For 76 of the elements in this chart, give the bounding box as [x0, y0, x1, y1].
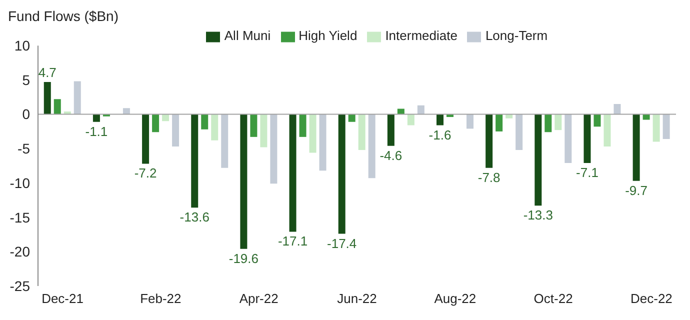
bar: [319, 114, 326, 171]
bar: [54, 99, 61, 114]
x-tick-label: Aug-22: [434, 291, 476, 306]
x-tick-label: Dec-22: [630, 291, 672, 306]
bar: [240, 114, 248, 249]
legend-label: Long-Term: [485, 28, 548, 43]
bar: [191, 114, 198, 208]
data-label: -1.6: [428, 127, 452, 142]
bar: [652, 114, 660, 142]
x-tick-label: Oct-22: [534, 291, 573, 306]
data-label: -7.1: [576, 165, 598, 180]
bar: [44, 82, 51, 114]
bar: [486, 114, 493, 168]
bar: [594, 114, 601, 127]
data-label: -13.6: [180, 210, 210, 225]
bar: [201, 114, 208, 130]
bar: [417, 105, 424, 114]
y-tick-label: -25: [10, 278, 30, 294]
y-tick-label: -15: [10, 209, 30, 226]
legend-label: All Muni: [224, 28, 271, 43]
bar: [642, 114, 650, 120]
x-tick-label: Dec-21: [42, 291, 84, 306]
bar: [436, 114, 444, 126]
data-label: -4.6: [380, 148, 402, 163]
bar: [632, 114, 640, 181]
x-tick-label: Feb-22: [140, 291, 182, 306]
bar: [338, 114, 346, 234]
y-tick-label: 0: [22, 106, 30, 122]
y-tick-label: 5: [22, 72, 30, 88]
bar: [309, 114, 316, 153]
bar: [564, 114, 572, 164]
y-tick-label: -20: [10, 244, 30, 260]
bar: [299, 114, 306, 137]
bar: [614, 104, 621, 114]
bar: [250, 114, 258, 137]
bar: [544, 114, 552, 132]
data-label: -19.6: [228, 250, 259, 266]
data-label: -17.1: [278, 234, 308, 249]
data-label: -17.4: [327, 236, 357, 251]
bar: [152, 114, 160, 132]
data-label: -9.7: [625, 182, 648, 198]
bar: [368, 114, 376, 178]
data-label: -13.3: [523, 208, 553, 223]
bar: [142, 114, 150, 164]
bar: [211, 114, 218, 140]
bar: [260, 114, 268, 148]
bar: [289, 114, 296, 232]
legend-label: High Yield: [298, 28, 358, 43]
bar: [516, 114, 523, 150]
bar: [221, 114, 228, 168]
bar: [662, 114, 670, 139]
bar: [172, 114, 180, 147]
x-tick-label: Jun-22: [337, 291, 377, 306]
y-tick-label: -10: [10, 174, 30, 191]
bar: [397, 108, 404, 114]
bar: [496, 114, 503, 132]
bar: [74, 81, 81, 114]
bar: [534, 114, 542, 206]
data-label: -7.2: [134, 166, 157, 181]
data-label: -1.1: [85, 124, 108, 139]
chart-title: Fund Flows ($Bn): [8, 8, 118, 24]
bar: [584, 114, 591, 164]
bar: [358, 114, 366, 150]
bar: [407, 114, 414, 126]
y-tick-label: 10: [14, 38, 30, 54]
bar: [554, 114, 562, 130]
y-tick-label: -5: [18, 140, 30, 157]
x-tick-label: Apr-22: [239, 291, 278, 306]
bar: [466, 114, 474, 129]
bar: [604, 114, 611, 147]
bar: [122, 108, 130, 114]
data-label: 4.7: [38, 64, 56, 80]
data-label: -7.8: [478, 170, 500, 185]
bar: [270, 114, 278, 184]
bar: [387, 114, 394, 146]
legend-label: Intermediate: [385, 28, 458, 43]
